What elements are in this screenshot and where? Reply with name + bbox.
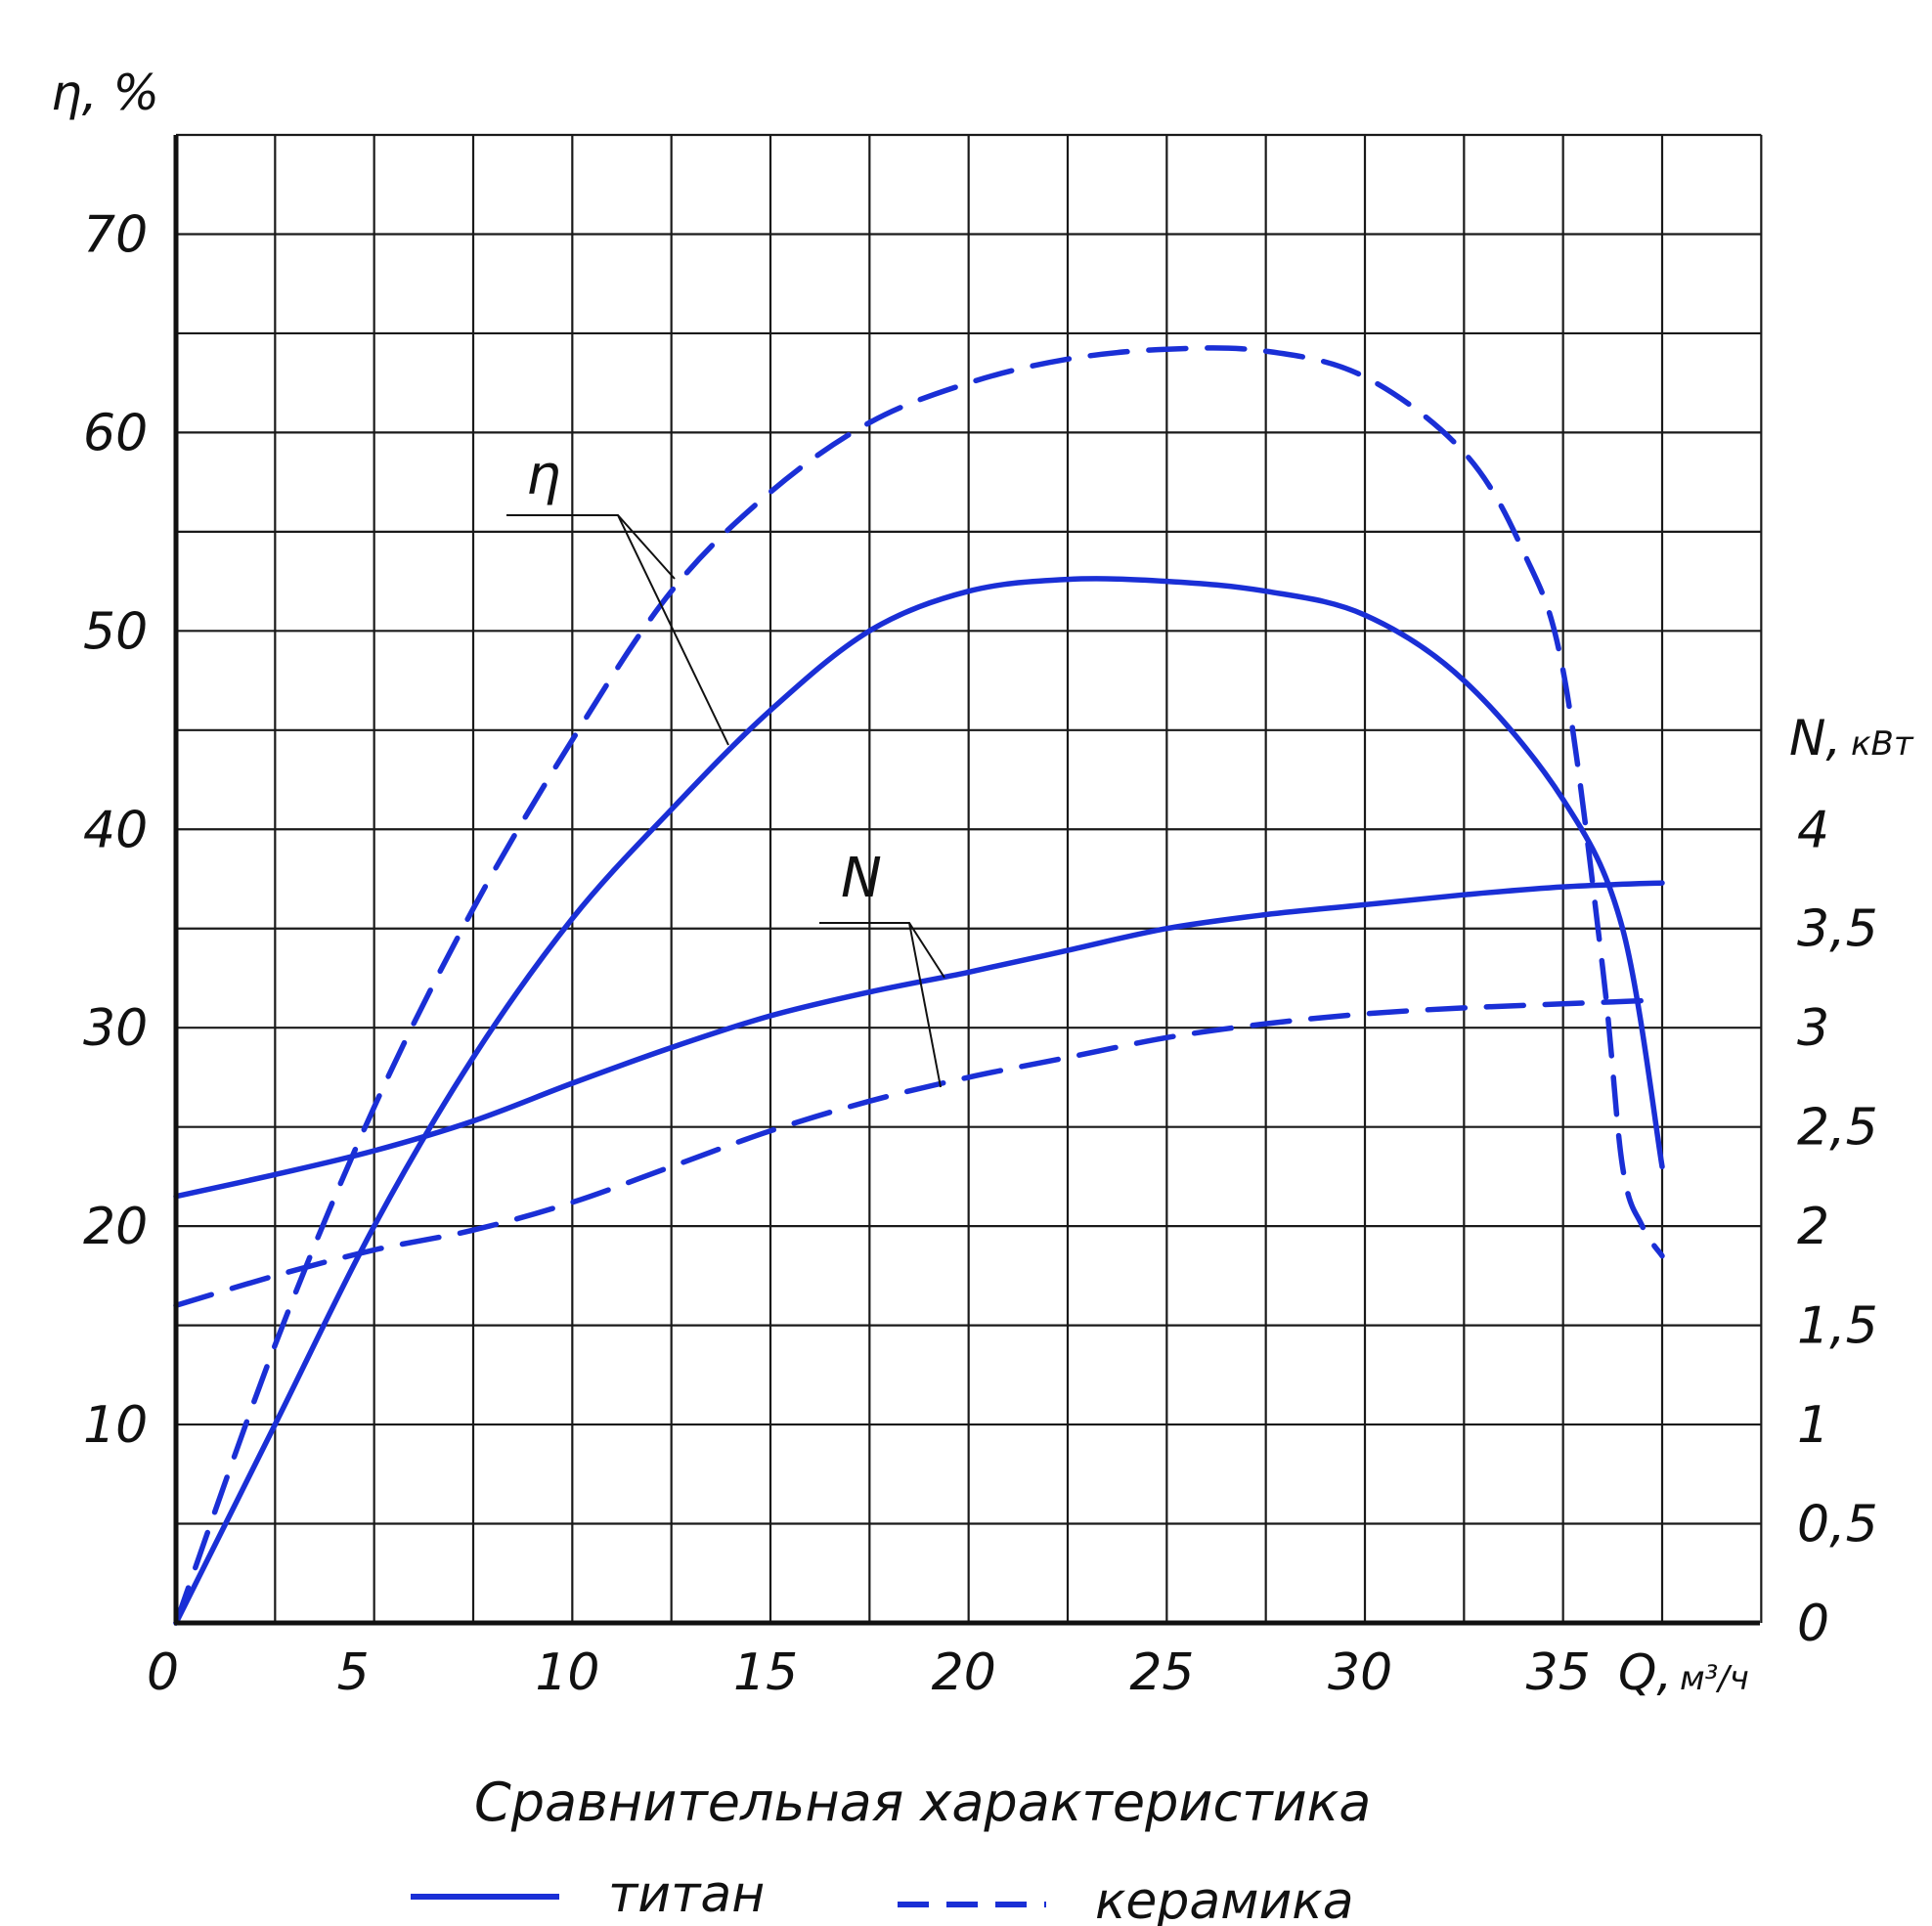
power-leader-line-2 bbox=[908, 922, 942, 1088]
curve-label-power: N bbox=[841, 847, 882, 910]
y-right-tick-label-8: 4 bbox=[1797, 801, 1829, 859]
series-lines bbox=[173, 345, 1665, 1626]
y-left-tick-label-5: 60 bbox=[83, 404, 148, 462]
y-right-tick-label-2: 1 bbox=[1797, 1396, 1829, 1455]
y-right-axis-unit: кВт bbox=[1851, 724, 1914, 764]
legend-label-titanium: титан bbox=[608, 1865, 765, 1924]
x-tick-label-4: 20 bbox=[932, 1643, 996, 1702]
y-right-tick-label-7: 3,5 bbox=[1797, 900, 1878, 959]
x-tick-label-0: 0 bbox=[147, 1643, 179, 1702]
y-left-tick-label-4: 50 bbox=[83, 602, 148, 661]
y-right-axis-title: N, bbox=[1789, 710, 1841, 766]
series-power-ceramic bbox=[173, 997, 1665, 1309]
y-left-tick-label-0: 10 bbox=[83, 1396, 148, 1455]
x-tick-label-6: 30 bbox=[1328, 1643, 1392, 1702]
y-left-tick-label-1: 20 bbox=[83, 1198, 148, 1256]
x-tick-label-2: 10 bbox=[535, 1643, 599, 1702]
y-left-tick-label-6: 70 bbox=[83, 205, 148, 264]
tick-labels: 0 5 10 15 20 25 30 35 10 20 30 40 50 60 70 0 0,5 1 1,5 2 2,5… bbox=[83, 205, 1878, 1702]
y-left-tick-label-3: 40 bbox=[83, 801, 148, 859]
eta-leader-line-2 bbox=[617, 514, 729, 746]
y-right-tick-label-1: 0,5 bbox=[1797, 1496, 1878, 1554]
axes bbox=[173, 135, 1760, 1626]
eta-curve-annotation: η bbox=[506, 444, 729, 746]
y-right-tick-label-4: 2 bbox=[1797, 1198, 1829, 1256]
y-left-axis-title: η, % bbox=[51, 65, 159, 121]
x-axis-title: Q, bbox=[1618, 1644, 1672, 1701]
y-right-tick-label-5: 2,5 bbox=[1797, 1099, 1878, 1158]
x-tick-label-5: 25 bbox=[1129, 1643, 1194, 1702]
series-power-titanium bbox=[173, 880, 1665, 1200]
x-axis-unit: м³/ч bbox=[1680, 1659, 1749, 1698]
y-right-tick-label-3: 1,5 bbox=[1797, 1297, 1878, 1356]
y-left-tick-label-2: 30 bbox=[83, 999, 148, 1058]
series-efficiency-ceramic bbox=[173, 345, 1665, 1626]
x-tick-label-7: 35 bbox=[1526, 1643, 1591, 1702]
power-curve-annotation: N bbox=[819, 847, 945, 1088]
y-right-tick-label-0: 0 bbox=[1797, 1595, 1829, 1653]
series-efficiency-titanium bbox=[173, 576, 1665, 1626]
power-leader-line bbox=[819, 922, 945, 979]
legend-label-ceramic: керамика bbox=[1095, 1872, 1354, 1926]
grid bbox=[176, 133, 1763, 1623]
eta-leader-line bbox=[506, 514, 676, 580]
chart-caption: Сравнительная характеристика bbox=[474, 1772, 1371, 1833]
curve-label-eta: η bbox=[526, 444, 561, 507]
x-tick-label-1: 5 bbox=[337, 1643, 370, 1702]
legend: титан керамика bbox=[411, 1865, 1354, 1926]
y-right-tick-label-6: 3 bbox=[1797, 999, 1829, 1058]
x-tick-label-3: 15 bbox=[733, 1643, 798, 1702]
